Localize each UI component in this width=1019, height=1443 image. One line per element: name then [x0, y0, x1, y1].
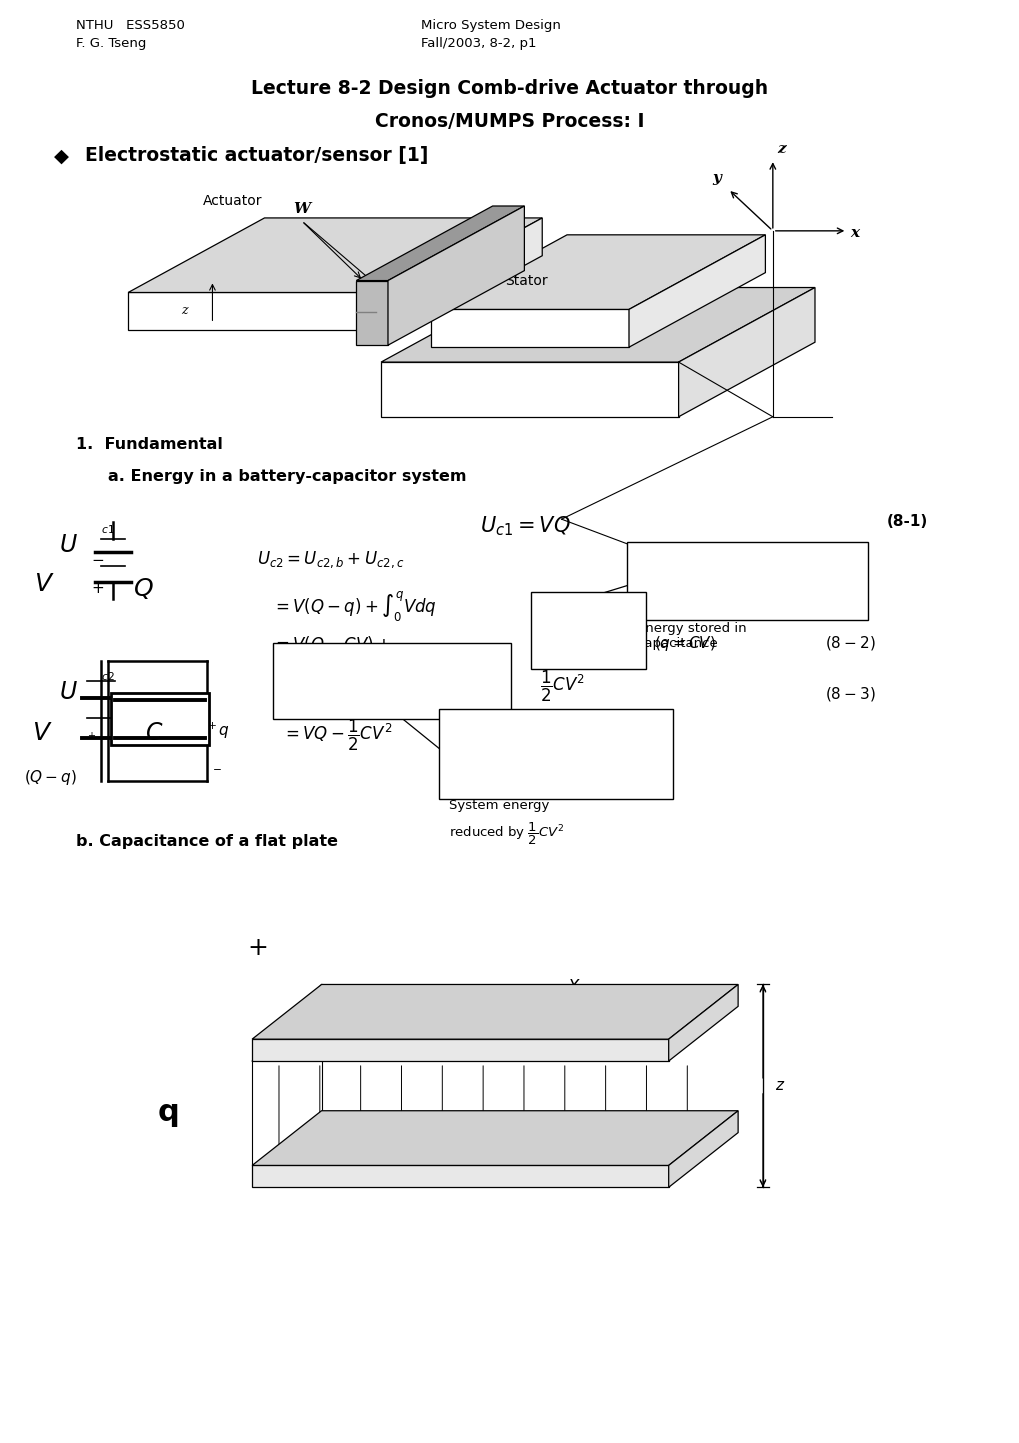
Text: $(8-2)$: $(8-2)$: [824, 633, 875, 651]
Text: Cronos/MUMPS Process: I: Cronos/MUMPS Process: I: [375, 111, 644, 130]
Text: $C$: $C$: [145, 722, 163, 745]
Text: $_{c2}$: $_{c2}$: [101, 670, 115, 684]
Polygon shape: [406, 218, 542, 330]
Text: $\mathbf{q}$: $\mathbf{q}$: [157, 1098, 178, 1128]
Text: Actuator: Actuator: [203, 193, 262, 208]
FancyBboxPatch shape: [438, 709, 672, 798]
Polygon shape: [678, 287, 814, 417]
Text: $^+$: $^+$: [86, 732, 97, 745]
Text: W: W: [292, 202, 310, 216]
Text: $(Q-q)$: $(Q-q)$: [24, 768, 76, 786]
Polygon shape: [668, 984, 738, 1061]
Polygon shape: [252, 984, 738, 1039]
Text: $Q$: $Q$: [132, 576, 154, 600]
Polygon shape: [430, 309, 629, 348]
Polygon shape: [381, 362, 678, 417]
Polygon shape: [252, 1039, 668, 1061]
Text: $= V(Q - q) + \int_0^q Vdq$: $= V(Q - q) + \int_0^q Vdq$: [272, 589, 436, 623]
Text: System energy: System energy: [448, 798, 548, 811]
Polygon shape: [356, 280, 387, 345]
FancyBboxPatch shape: [530, 592, 645, 670]
Text: NTHU   ESS5850: NTHU ESS5850: [75, 19, 184, 32]
Text: z: z: [180, 304, 187, 317]
Text: $_{c1}$: $_{c1}$: [101, 522, 115, 537]
Polygon shape: [252, 1111, 738, 1166]
Text: Stator: Stator: [504, 274, 547, 287]
Text: $= V(Q - CV) + $: $= V(Q - CV) + $: [272, 633, 390, 654]
Text: $+$: $+$: [92, 582, 105, 596]
Text: x: x: [365, 290, 372, 303]
Text: Energy stored in
capacitance: Energy stored in capacitance: [636, 622, 746, 649]
Text: z: z: [776, 143, 785, 156]
Polygon shape: [356, 206, 524, 280]
Text: Lecture 8-2 Design Comb-drive Actuator through: Lecture 8-2 Design Comb-drive Actuator t…: [252, 79, 767, 98]
Text: Electrostatic actuator/sensor [1]: Electrostatic actuator/sensor [1]: [86, 146, 428, 166]
Polygon shape: [430, 235, 764, 309]
Polygon shape: [387, 206, 524, 345]
Text: y: y: [711, 172, 720, 185]
Text: $= VQ - \dfrac{1}{2}CV^2$: $= VQ - \dfrac{1}{2}CV^2$: [281, 719, 392, 753]
Text: $(q = CV)$: $(q = CV)$: [653, 633, 715, 652]
Text: Micro System Design: Micro System Design: [420, 19, 560, 32]
Text: $^-$: $^-$: [210, 768, 222, 782]
Polygon shape: [252, 1166, 668, 1188]
Text: $U_{c2} = U_{c2,b} + U_{c2,c}$: $U_{c2} = U_{c2,b} + U_{c2,c}$: [257, 548, 404, 570]
Text: $-$: $-$: [92, 553, 105, 566]
FancyBboxPatch shape: [111, 693, 209, 745]
Text: reduced by $\dfrac{1}{2}CV^2$: reduced by $\dfrac{1}{2}CV^2$: [448, 821, 564, 847]
Polygon shape: [128, 293, 406, 330]
Text: ◆: ◆: [54, 146, 68, 166]
Text: x: x: [850, 227, 858, 240]
Polygon shape: [381, 287, 814, 362]
Text: $C$: $C$: [145, 722, 163, 745]
Text: $V$: $V$: [34, 571, 54, 596]
Text: (8-1): (8-1): [887, 514, 927, 530]
Text: $U$: $U$: [59, 534, 77, 557]
Text: $\dfrac{1}{2}CV^2$: $\dfrac{1}{2}CV^2$: [539, 668, 584, 704]
Text: Fall/2003, 8-2, p1: Fall/2003, 8-2, p1: [420, 38, 536, 51]
Text: $V$: $V$: [32, 722, 52, 745]
Text: $A=W\times X$: $A=W\times X$: [313, 988, 389, 1004]
FancyBboxPatch shape: [273, 644, 511, 719]
Text: $X$: $X$: [567, 978, 581, 997]
Polygon shape: [629, 235, 764, 348]
Text: F. G. Tseng: F. G. Tseng: [75, 38, 146, 51]
FancyBboxPatch shape: [627, 543, 867, 619]
Polygon shape: [128, 218, 542, 293]
Text: $U_{c1} = VQ$: $U_{c1} = VQ$: [480, 514, 571, 538]
Text: 1.  Fundamental: 1. Fundamental: [75, 437, 222, 452]
Polygon shape: [668, 1111, 738, 1188]
Text: $W$: $W$: [453, 994, 471, 1010]
Text: $+$: $+$: [247, 937, 267, 960]
Text: $U$: $U$: [59, 681, 77, 704]
Text: $z$: $z$: [774, 1079, 785, 1092]
Text: $^+q$: $^+q$: [205, 722, 229, 742]
Text: $(8-3)$: $(8-3)$: [824, 685, 875, 703]
Text: b. Capacitance of a flat plate: b. Capacitance of a flat plate: [75, 834, 337, 850]
Text: a. Energy in a battery-capacitor system: a. Energy in a battery-capacitor system: [108, 469, 467, 485]
